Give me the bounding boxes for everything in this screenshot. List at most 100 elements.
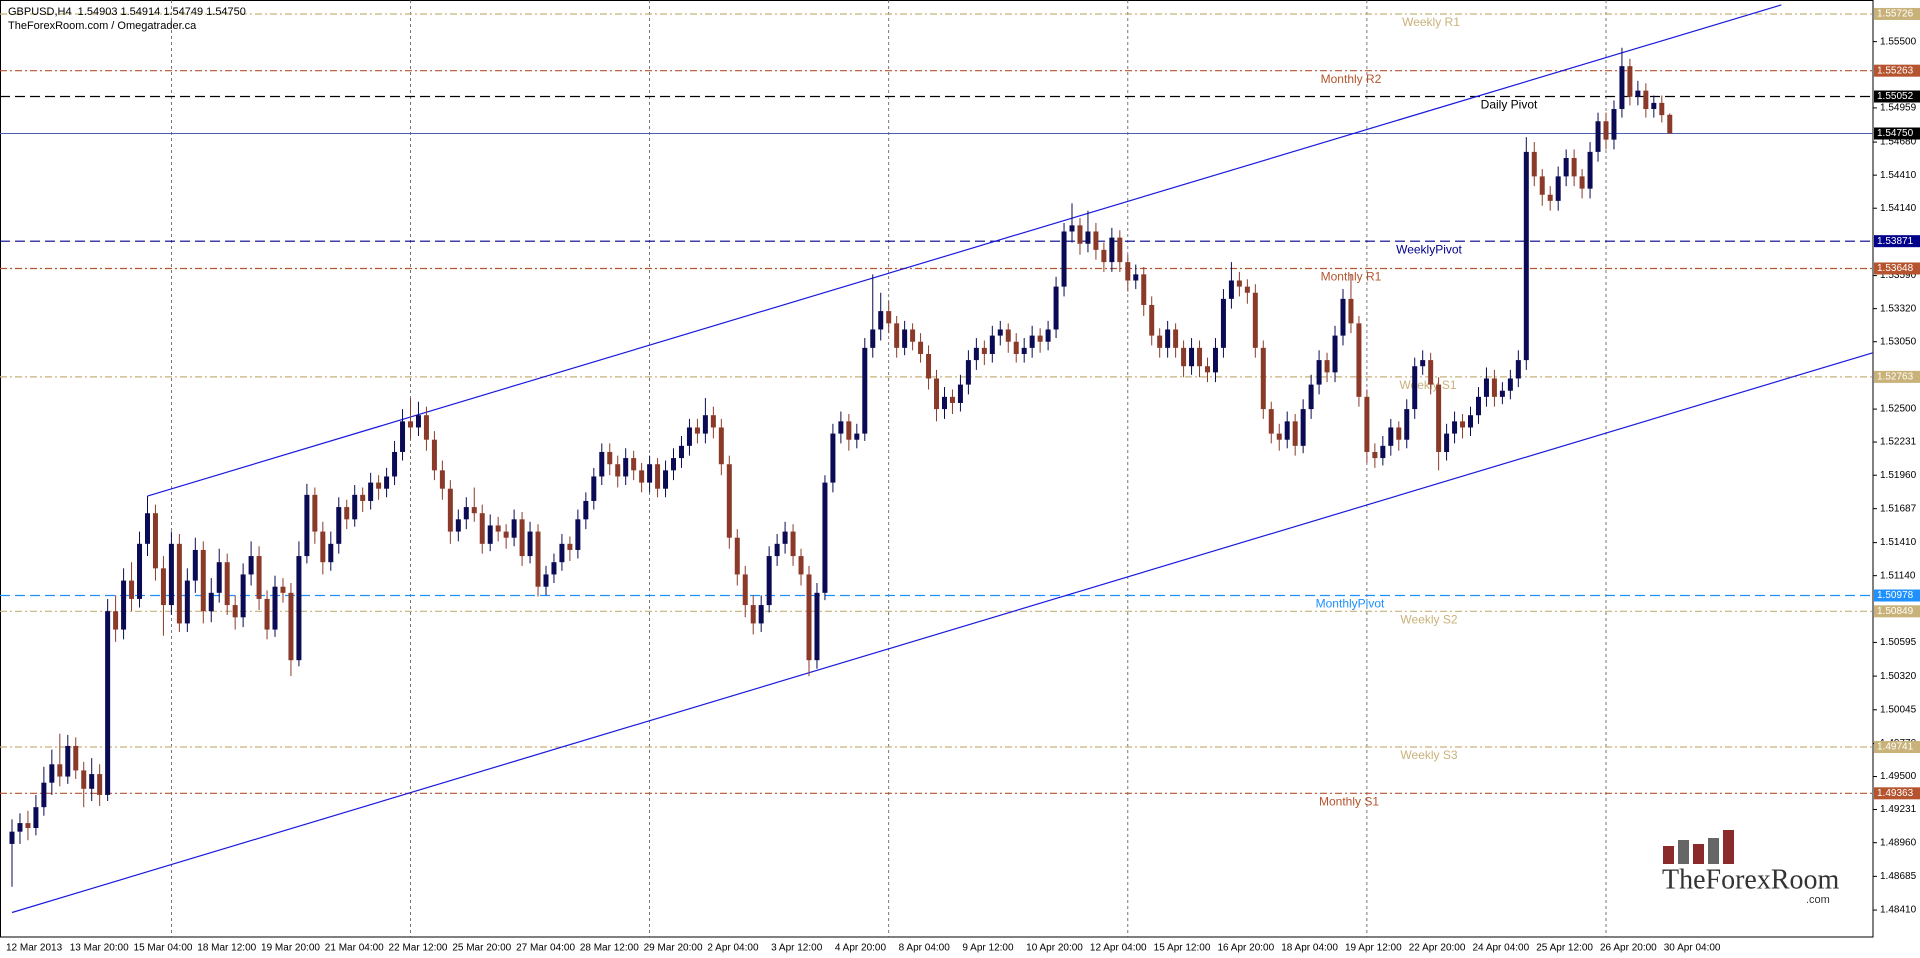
- y-tick-label: 1.48960: [1880, 837, 1917, 848]
- candle-body: [1483, 378, 1489, 397]
- candle-body: [1571, 158, 1577, 177]
- y-tick-label: 1.48685: [1880, 871, 1917, 882]
- x-tick-label: 8 Apr 04:00: [899, 943, 951, 954]
- price-tag: [1874, 370, 1920, 383]
- logo: TheForexRoom .com: [1662, 830, 1840, 906]
- y-tick-label: 1.54140: [1880, 203, 1917, 214]
- x-tick-label: 27 Mar 04:00: [516, 943, 575, 954]
- x-tick-label: 26 Apr 20:00: [1600, 943, 1657, 954]
- candle-body: [1388, 427, 1394, 446]
- candle-body: [1069, 225, 1075, 232]
- level-label: MonthlyPivot: [1316, 597, 1385, 611]
- logo-bar: [1678, 840, 1689, 864]
- y-tick-label: 1.51140: [1880, 570, 1916, 581]
- y-tick-label: 1.50595: [1880, 637, 1917, 648]
- candle-body: [463, 507, 469, 520]
- candle-body: [232, 605, 238, 618]
- x-tick-label: 12 Mar 2013: [6, 943, 63, 954]
- price-tag-label: 1.50849: [1877, 606, 1914, 617]
- y-tick-label: 1.55500: [1880, 36, 1917, 47]
- candle-body: [1507, 378, 1513, 391]
- candle-body: [1236, 280, 1242, 287]
- price-tag: [1874, 127, 1920, 140]
- candle-body: [1141, 274, 1147, 305]
- candle-body: [415, 415, 421, 428]
- candle-body: [240, 574, 246, 618]
- candle-body: [256, 556, 262, 599]
- candle-body: [1109, 237, 1115, 263]
- price-tag-label: 1.54750: [1877, 128, 1914, 139]
- candle-body: [981, 347, 987, 354]
- level-label: Daily Pivot: [1481, 98, 1538, 112]
- candle-body: [973, 347, 979, 361]
- candle-body: [216, 562, 222, 593]
- candle-body: [934, 378, 940, 410]
- y-tick-label: 1.53320: [1880, 303, 1917, 314]
- candle-body: [1364, 396, 1370, 452]
- candle-body: [105, 611, 111, 795]
- candle-body: [1444, 433, 1450, 452]
- candle-body: [328, 543, 334, 563]
- candle-body: [1635, 90, 1641, 97]
- candle-body: [192, 549, 198, 581]
- candle-body: [471, 507, 477, 514]
- candle-body: [1268, 409, 1274, 434]
- price-tag-label: 1.50978: [1877, 590, 1914, 601]
- candle-body: [1157, 335, 1163, 348]
- candle-body: [487, 525, 493, 544]
- candle-body: [121, 580, 127, 630]
- candle-body: [400, 421, 406, 452]
- candle-body: [1189, 347, 1195, 367]
- candle-body: [1276, 433, 1282, 440]
- candle-body: [750, 605, 756, 624]
- y-tick-label: 1.50045: [1880, 704, 1917, 715]
- candle-body: [73, 745, 79, 771]
- y-tick-label: 1.51410: [1880, 537, 1917, 548]
- candle-body: [894, 323, 900, 348]
- candle-body: [1523, 151, 1529, 361]
- candle-body: [519, 519, 525, 557]
- candle-body: [1173, 329, 1179, 348]
- candles-layer: [9, 47, 1673, 887]
- candle-body: [1412, 366, 1418, 410]
- candle-body: [33, 807, 39, 828]
- y-tick-label: 1.48410: [1880, 905, 1917, 916]
- candle-body: [822, 482, 828, 593]
- level-label: WeeklyPivot: [1396, 242, 1462, 256]
- candle-body: [639, 470, 645, 483]
- source-line: TheForexRoom.com / Omegatrader.ca: [8, 20, 197, 32]
- price-tag: [1874, 605, 1920, 618]
- candle-body: [535, 531, 541, 587]
- price-tag-label: 1.52763: [1877, 372, 1914, 383]
- level-label: Weekly S3: [1400, 748, 1457, 762]
- candle-body: [1244, 286, 1250, 293]
- candle-body: [1013, 341, 1019, 354]
- candle-body: [886, 311, 892, 324]
- y-tick-label: 1.50320: [1880, 671, 1917, 682]
- candle-body: [1117, 237, 1123, 263]
- y-tick-label: 1.54680: [1880, 137, 1917, 148]
- candle-body: [224, 562, 230, 606]
- level-label: Monthly R2: [1321, 72, 1382, 86]
- candle-body: [1205, 366, 1210, 373]
- y-tick-label: 1.54410: [1880, 170, 1917, 181]
- candle-body: [129, 580, 135, 599]
- candle-body: [176, 543, 182, 624]
- candle-body: [1452, 421, 1458, 434]
- candle-body: [1603, 121, 1609, 140]
- x-tick-label: 24 Apr 04:00: [1472, 943, 1529, 954]
- candle-body: [376, 482, 382, 489]
- candle-body: [862, 347, 868, 434]
- candle-body: [9, 831, 15, 844]
- candle-body: [184, 580, 190, 624]
- price-tag: [1874, 262, 1920, 275]
- y-tick-label: 1.49500: [1880, 771, 1917, 782]
- candle-body: [774, 543, 780, 557]
- price-tag: [1874, 64, 1920, 77]
- candle-body: [1404, 409, 1410, 440]
- candle-body: [1021, 347, 1027, 354]
- candle-body: [926, 353, 932, 379]
- candle-body: [280, 586, 286, 593]
- candle-body: [941, 396, 947, 410]
- candle-body: [384, 476, 390, 489]
